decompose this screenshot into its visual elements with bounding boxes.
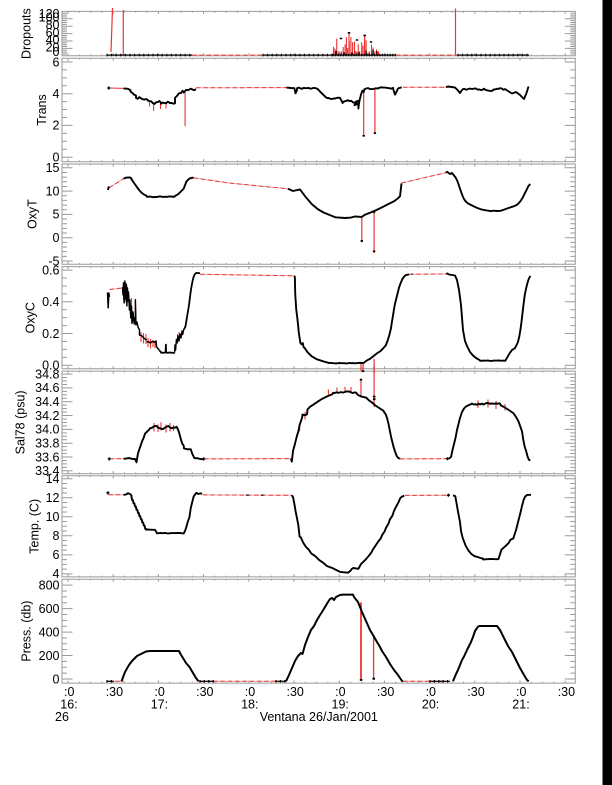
svg-text:Sal78 (psu): Sal78 (psu) bbox=[14, 390, 28, 454]
svg-text:12: 12 bbox=[46, 491, 60, 505]
svg-text::30: :30 bbox=[377, 685, 394, 699]
svg-text:Press. (db): Press. (db) bbox=[20, 601, 34, 662]
svg-text:26: 26 bbox=[55, 710, 69, 724]
svg-text:8: 8 bbox=[53, 529, 60, 543]
svg-text:400: 400 bbox=[39, 625, 60, 639]
svg-text::0: :0 bbox=[516, 685, 526, 699]
svg-text:0: 0 bbox=[53, 151, 60, 165]
svg-text:20:: 20: bbox=[422, 698, 439, 712]
svg-text:OxyT: OxyT bbox=[25, 199, 39, 229]
svg-text:0.0: 0.0 bbox=[42, 359, 59, 373]
svg-text:0: 0 bbox=[53, 672, 60, 686]
svg-text::0: :0 bbox=[245, 685, 255, 699]
svg-text::0: :0 bbox=[426, 685, 436, 699]
svg-text:6: 6 bbox=[53, 548, 60, 562]
svg-text::30: :30 bbox=[196, 685, 213, 699]
svg-text:800: 800 bbox=[39, 578, 60, 592]
svg-text:4: 4 bbox=[53, 567, 60, 581]
svg-text:34.2: 34.2 bbox=[35, 409, 59, 423]
svg-text:-5: -5 bbox=[48, 254, 59, 268]
svg-text::0: :0 bbox=[154, 685, 164, 699]
svg-text:OxyC: OxyC bbox=[23, 302, 37, 333]
svg-text:34.0: 34.0 bbox=[35, 423, 59, 437]
svg-text:16:: 16: bbox=[60, 698, 77, 712]
svg-text:Ventana 26/Jan/2001: Ventana 26/Jan/2001 bbox=[260, 710, 378, 724]
svg-text:4: 4 bbox=[53, 87, 60, 101]
svg-text:10: 10 bbox=[46, 510, 60, 524]
svg-text:0.6: 0.6 bbox=[42, 263, 59, 277]
svg-text:0: 0 bbox=[53, 231, 60, 245]
svg-text:17:: 17: bbox=[151, 698, 168, 712]
svg-text:5: 5 bbox=[53, 208, 60, 222]
svg-text::0: :0 bbox=[64, 685, 74, 699]
svg-text:120: 120 bbox=[39, 7, 60, 21]
svg-text:0.4: 0.4 bbox=[42, 295, 59, 309]
svg-text:Dropouts: Dropouts bbox=[20, 8, 34, 59]
svg-text:33.8: 33.8 bbox=[35, 437, 59, 451]
svg-text:2: 2 bbox=[53, 119, 60, 133]
svg-text:10: 10 bbox=[46, 184, 60, 198]
svg-text:40: 40 bbox=[46, 33, 60, 47]
svg-text:34.6: 34.6 bbox=[35, 381, 59, 395]
svg-text:Trans: Trans bbox=[35, 94, 49, 126]
svg-text:33.6: 33.6 bbox=[35, 450, 59, 464]
svg-text:100: 100 bbox=[39, 11, 60, 25]
svg-text:80: 80 bbox=[46, 18, 60, 32]
svg-text:Temp. (C): Temp. (C) bbox=[28, 499, 42, 554]
svg-text:15: 15 bbox=[46, 161, 60, 175]
svg-text:21:: 21: bbox=[512, 698, 529, 712]
svg-text:60: 60 bbox=[46, 26, 60, 40]
svg-text:200: 200 bbox=[39, 649, 60, 663]
svg-text::30: :30 bbox=[467, 685, 484, 699]
svg-text:19:: 19: bbox=[332, 698, 349, 712]
svg-text:0: 0 bbox=[53, 45, 60, 59]
svg-text:34.4: 34.4 bbox=[35, 395, 59, 409]
svg-text::30: :30 bbox=[558, 685, 575, 699]
svg-text:0.2: 0.2 bbox=[42, 327, 59, 341]
svg-text:14: 14 bbox=[46, 472, 60, 486]
svg-text::30: :30 bbox=[287, 685, 304, 699]
svg-text:33.4: 33.4 bbox=[35, 464, 59, 478]
svg-text:34.8: 34.8 bbox=[35, 367, 59, 381]
svg-text:600: 600 bbox=[39, 602, 60, 616]
svg-text:20: 20 bbox=[46, 41, 60, 55]
svg-text:18:: 18: bbox=[241, 698, 258, 712]
svg-text::0: :0 bbox=[335, 685, 345, 699]
svg-text:6: 6 bbox=[53, 55, 60, 69]
svg-text::30: :30 bbox=[106, 685, 123, 699]
